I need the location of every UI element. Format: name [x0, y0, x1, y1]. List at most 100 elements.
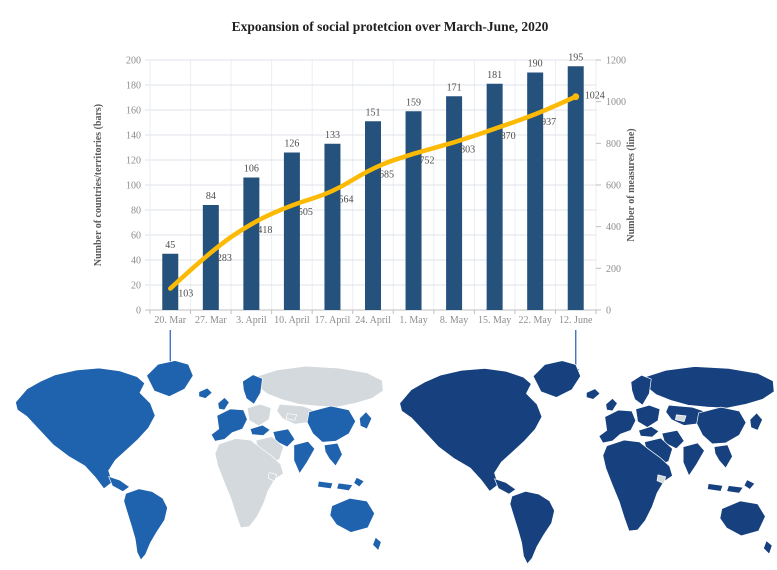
data-labels: 45 84 106 126 133 151 159 171 181 190 195 103 283 418… — [165, 52, 604, 299]
bar-value-label: 84 — [206, 191, 216, 202]
map-right-region-africa — [602, 439, 673, 532]
map-link-arrows — [166, 330, 580, 377]
y-left-tick-label: 100 — [126, 181, 141, 192]
x-tick-label: 15. May — [478, 315, 511, 326]
map-right-region-western-europe — [598, 409, 637, 444]
map-left-region-russia — [255, 365, 384, 408]
y-left-tick-label: 120 — [126, 156, 141, 167]
map-left-region-central-america — [108, 476, 130, 492]
world-map-right-12-june — [399, 360, 775, 565]
map-left-region-patch-east-africa — [267, 472, 278, 482]
map-left-region-eastern-europe — [246, 403, 272, 427]
map-right-region-uk — [605, 398, 618, 412]
measures-trend-line — [168, 94, 578, 291]
bar-value-label: 190 — [528, 59, 543, 70]
bar-series — [162, 66, 584, 310]
map-right-region-china — [696, 406, 747, 445]
bar-value-label: 181 — [487, 70, 502, 81]
bar-value-label: 133 — [325, 130, 340, 141]
y-right-tick-label: 200 — [606, 264, 621, 275]
map-right-region-turkey — [638, 426, 660, 438]
y-left-tick-label: 60 — [131, 231, 141, 242]
map-left-region-india — [293, 440, 316, 474]
line-series — [168, 93, 580, 291]
right-axis-title: Number of measures (line) — [626, 128, 637, 241]
y-right-tick-label: 1200 — [606, 56, 626, 67]
y-left-tick-label: 20 — [131, 281, 141, 292]
line-value-label: 752 — [420, 155, 435, 166]
line-value-label: 937 — [541, 117, 556, 128]
y-left-tick-label: 140 — [126, 131, 141, 142]
left-axis-title: Number of countries/territories (bars) — [93, 104, 104, 266]
line-value-label: 564 — [338, 195, 353, 206]
bar-22. May — [527, 72, 544, 310]
chart-title: Expoansion of social protetcion over Mar… — [232, 19, 549, 34]
line-value-label: 870 — [501, 131, 516, 142]
bar-value-label: 126 — [284, 139, 299, 150]
x-tick-label: 10. April — [274, 315, 310, 326]
map-right-region-japan — [749, 412, 763, 431]
map-right-region-south-america — [509, 490, 555, 565]
y-right-tick-label: 0 — [606, 306, 611, 317]
y-left-tick-label: 180 — [126, 81, 141, 92]
map-left-region-western-europe — [210, 408, 248, 442]
map-right-region-greenland — [532, 360, 581, 398]
x-tick-label: 27. Mar — [195, 315, 227, 326]
map-right-region-russia — [644, 366, 775, 409]
line-value-label: 418 — [257, 225, 272, 236]
line-value-label: 103 — [178, 289, 193, 300]
x-tick-label: 8. May — [440, 315, 468, 326]
line-value-label: 505 — [298, 207, 313, 218]
bar-12. June — [567, 66, 584, 310]
line-value-label: 283 — [217, 253, 232, 264]
x-tick-label: 3. April — [236, 315, 267, 326]
bar-value-label: 159 — [406, 97, 421, 108]
bar-24. April — [365, 121, 381, 310]
bar-value-label: 195 — [568, 52, 583, 63]
x-tick-label: 24. April — [355, 315, 391, 326]
map-left-region-south-america — [123, 488, 168, 561]
map-left-region-australia — [329, 497, 375, 533]
map-left-region-japan — [359, 411, 373, 430]
map-left-region-uk — [217, 397, 230, 411]
bar-value-label: 106 — [244, 164, 259, 175]
x-tick-label: 12. June — [559, 315, 593, 326]
map-left-region-patch-central-asia — [285, 413, 298, 421]
y-right-tick-label: 800 — [606, 139, 621, 150]
y-right-tick-label: 400 — [606, 222, 621, 233]
y-left-tick-label: 80 — [131, 206, 141, 217]
map-right-region-india — [682, 442, 705, 477]
map-left-region-greenland — [146, 360, 194, 397]
y-right-tick-label: 600 — [606, 181, 621, 192]
bar-20. Mar — [162, 253, 179, 310]
map-right-region-central-america — [494, 478, 517, 495]
x-tick-label: 20. Mar — [154, 315, 186, 326]
map-left-region-africa — [214, 438, 284, 529]
map-left-region-scandinavia — [242, 374, 263, 405]
x-tick-label: 1. May — [399, 315, 427, 326]
map-right-region-new-zealand — [763, 540, 773, 555]
map-right-region-indonesia — [707, 479, 756, 494]
bar-1. May — [405, 111, 422, 310]
map-right-region-southeast-asia — [713, 444, 733, 469]
line-value-label: 803 — [460, 145, 475, 156]
bar-8. May — [446, 96, 463, 310]
map-right-region-australia — [719, 500, 766, 537]
map-right-region-north-america — [399, 368, 543, 492]
bar-17. April — [324, 143, 341, 310]
map-left-region-north-america — [15, 367, 156, 490]
map-right-region-scandinavia — [630, 374, 652, 406]
map-right-region-patch-east-africa — [656, 474, 667, 484]
y-left-tick-label: 40 — [131, 256, 141, 267]
bar-3. April — [243, 177, 260, 310]
map-right-region-eastern-europe — [635, 404, 661, 428]
map-left-region-indonesia — [317, 477, 365, 491]
y-left-tick-label: 200 — [126, 56, 141, 67]
bar-10. April — [283, 152, 300, 310]
map-left-region-turkey — [249, 424, 271, 436]
x-tick-label: 17. April — [315, 315, 351, 326]
map-left-region-iceland — [198, 387, 213, 399]
bar-15. May — [486, 83, 503, 310]
